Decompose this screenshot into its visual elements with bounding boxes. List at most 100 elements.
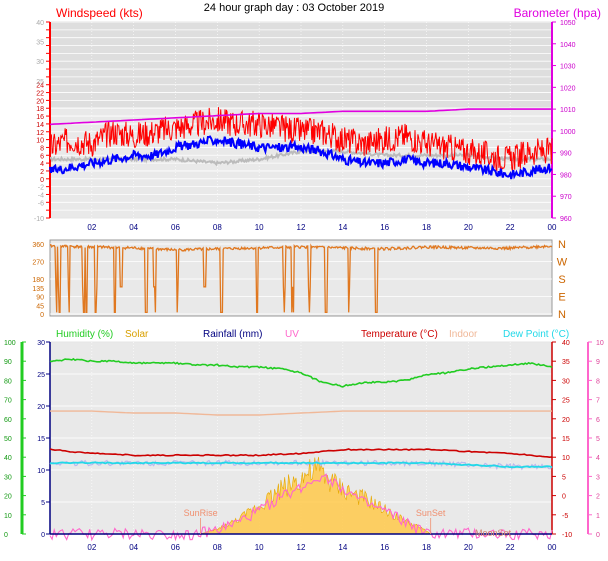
rain-tick-label: 15 [37,436,45,443]
barometer-tick-labels: 960 970 980 990 1000 1010 1020 1030 1040 1050 [552,20,576,223]
wind-gust-line [49,107,553,172]
uv-tick-label: 1 [596,513,600,520]
windspeed-axis-label: Windspeed (kts) [56,6,143,20]
temp-x-tick-label: 12 [297,543,306,552]
barometer-tick-label: 980 [560,172,572,179]
direction-series [49,243,553,314]
wind-x-tick-labels: 02 04 06 08 10 12 14 16 18 20 22 00 [87,223,557,232]
direction-tick-label: 90 [36,295,44,302]
humidity-tick-label: 50 [4,436,12,443]
wind-x-tick-label: 06 [171,223,180,232]
rain-tick-label: 0 [41,532,45,539]
compass-label: N [558,309,566,321]
temp-tick-labels: -10 -5 0 5 10 15 20 25 30 35 40 [552,340,572,539]
legend-entry: Humidity (%) [56,329,113,340]
windspeed-tick-label: 18 [36,106,44,113]
humidity-tick-label: 30 [4,474,12,481]
temp-x-tick-label: 04 [129,543,138,552]
windspeed-tick-label: -2 [38,185,44,192]
temp-x-tick-label: 18 [422,543,431,552]
windspeed-tick-label: 24 [36,83,44,90]
temp-x-tick-label: 08 [213,543,222,552]
temp-tick-label: 0 [562,494,566,501]
windspeed-tick-label: 22 [36,91,44,98]
windspeed-tick-label: -4 [38,192,44,199]
legend-entry: Solar [125,329,149,340]
wind-x-tick-label: 14 [338,223,347,232]
rain-tick-label: 5 [41,500,45,507]
wind-x-tick-label: 00 [548,223,557,232]
barometer-tick-label: 990 [560,151,572,158]
windspeed-tick-label: 4 [40,161,44,168]
barometer-tick-label: 1050 [560,20,576,27]
windspeed-tick-label: 25 [36,79,44,86]
uv-tick-label: 9 [596,359,600,366]
wind-direction-line [49,243,553,314]
compass-label: E [558,292,565,304]
temp-tick-label: 35 [562,359,570,366]
wind-x-tick-label: 10 [255,223,264,232]
direction-tick-label: 135 [32,286,44,293]
temp-tick-label: 10 [562,455,570,462]
uv-tick-label: 8 [596,378,600,385]
windspeed-tick-label: 8 [40,145,44,152]
wind-series [49,107,553,180]
uv-line [49,473,553,542]
indoor-temp-line [50,410,552,416]
rain-tick-label: 20 [37,404,45,411]
wind-x-tick-label: 18 [422,223,431,232]
uv-tick-label: 4 [596,455,600,462]
uv-tick-label: 0 [596,532,600,539]
direction-grid [50,243,552,315]
barometer-tick-label: 1030 [560,64,576,71]
humidity-tick-label: 70 [4,398,12,405]
annotation-label: SunSet [416,508,446,518]
dew-point-line [49,461,553,469]
legend-entry: Rainfall (mm) [203,329,262,340]
temp-x-tick-label: 06 [171,543,180,552]
temp-tick-label: -5 [562,513,568,520]
uv-tick-label: 3 [596,474,600,481]
wind-x-tick-label: 08 [213,223,222,232]
humidity-tick-label: 10 [4,513,12,520]
uv-tick-labels: 0 1 2 3 4 5 6 7 8 9 10 [588,340,604,539]
humidity-tick-labels: 0 10 20 30 40 50 60 70 80 90 100 [4,340,26,539]
legend-entry: Dew Point (°C) [503,329,569,340]
windspeed-tick-label: 35 [36,40,44,47]
temperature-line [49,448,553,459]
wind-grey-line [49,148,553,167]
annotation-label: SunRise [184,508,218,518]
windspeed-tick-label: -6 [38,200,44,207]
windspeed-tick-label: 40 [36,20,44,27]
windspeed-tick-label: 16 [36,114,44,121]
wind-x-tick-label: 22 [506,223,515,232]
direction-tick-labels: 0 90 180 270 360 45 135 [32,242,44,319]
direction-tick-label: 45 [36,303,44,310]
wind-x-tick-label: 12 [297,223,306,232]
compass-label: W [557,257,568,269]
temp-series [49,357,553,542]
wind-average-line [49,135,553,180]
temp-legend: Humidity (%) Solar Rainfall (mm) UV Temperat… [56,329,569,340]
uv-tick-label: 2 [596,494,600,501]
windspeed-tick-label: 12 [36,130,44,137]
windspeed-tick-label: 30 [36,59,44,66]
compass-label: N [558,239,566,251]
windspeed-tick-label: 6 [40,153,44,160]
temp-tick-label: 25 [562,398,570,405]
humidity-tick-label: 80 [4,378,12,385]
temp-x-tick-label: 22 [506,543,515,552]
rain-tick-label: 30 [37,340,45,347]
annotation-label: MoonSet [475,528,512,538]
rain-tick-label: 10 [37,468,45,475]
barometer-tick-label: 1020 [560,85,576,92]
sun-moon-annotations: SunRise SunSet MoonSet [184,508,512,538]
humidity-tick-label: 60 [4,417,12,424]
humidity-tick-label: 0 [4,532,8,539]
humidity-tick-label: 40 [4,455,12,462]
compass-label: S [558,274,565,286]
temp-tick-label: 30 [562,378,570,385]
